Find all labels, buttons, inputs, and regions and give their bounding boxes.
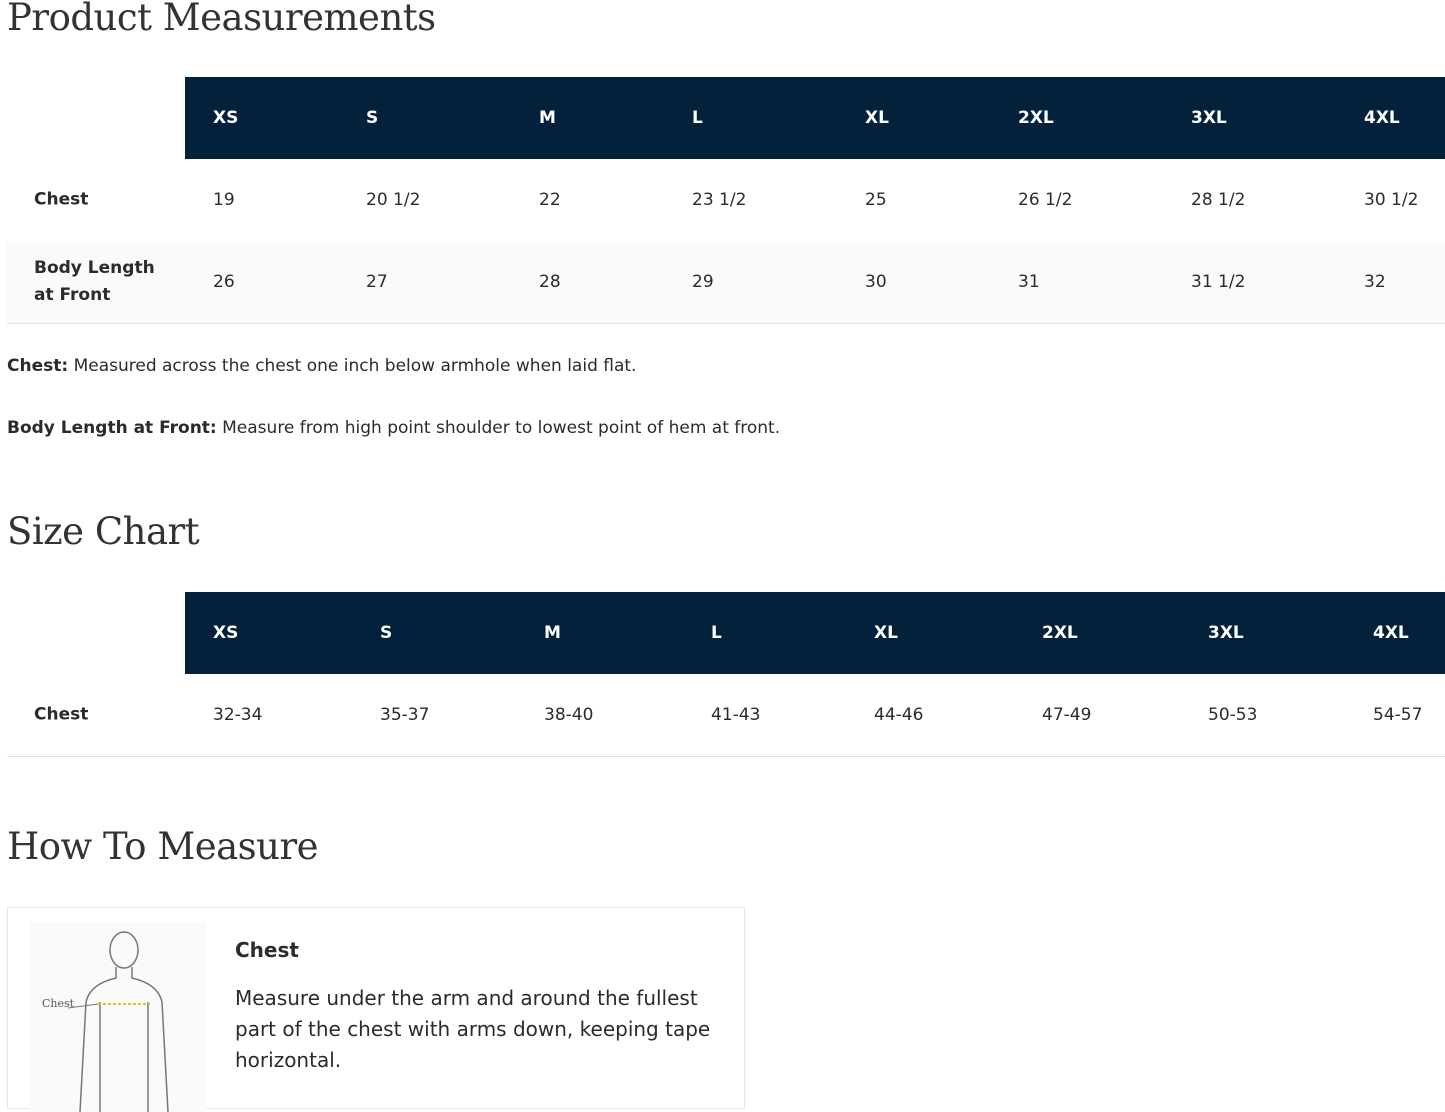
page: Product Measurements Size Chart How To M… [7,0,1445,1112]
table-row: Body Length at Front 26 27 28 29 30 31 31 1/2 32 [7,241,1445,324]
note-term: Body Length at Front: [7,418,217,438]
note: Body Length at Front: Measure from high … [7,418,780,438]
section-title: Product Measurements [7,0,436,39]
table-row: Chest 19 20 1/2 22 23 1/2 25 26 1/2 28 1/2 30 1/… [7,159,1445,242]
table-row: Chest 32-34 35-37 38-40 41-43 44-46 47-49 50-53… [7,674,1445,757]
header-cell: S [380,623,393,643]
cell: 50-53 [1208,705,1258,725]
header-cell: XL [874,623,898,643]
cell: 26 [213,272,235,292]
note-term: Chest: [7,356,69,376]
cell: 28 1/2 [1191,190,1246,210]
header-cell: 2XL [1042,623,1078,643]
cell: 26 1/2 [1018,190,1073,210]
header-cell: 2XL [1018,108,1054,128]
header-cell: M [539,108,556,128]
header-cell: 3XL [1191,108,1227,128]
header-cell: 4XL [1364,108,1400,128]
cell: 30 [865,272,887,292]
cell: 47-49 [1042,705,1092,725]
table-header: XS S M L XL 2XL 3XL 4XL [185,592,1445,674]
cell: 22 [539,190,561,210]
row-label: Chest [34,704,89,725]
figure: Chest [30,922,206,1112]
header-cell: XS [213,623,239,643]
note-text: Measure from high point shoulder to lowe… [222,418,781,438]
header-cell: L [711,623,722,643]
row-label: Body Length at Front [34,258,155,305]
header-cell: M [544,623,561,643]
section-title: Size Chart [7,510,200,553]
cell: 32-34 [213,705,263,725]
header-cell: XL [865,108,889,128]
cell: 38-40 [544,705,594,725]
note: Chest: Measured across the chest one inc… [7,356,636,376]
cell: 44-46 [874,705,924,725]
card-heading: Chest [235,938,299,962]
cell: 27 [366,272,388,292]
section-title: How To Measure [7,825,319,868]
measure-card: Chest Chest Measure under the arm and ar… [7,907,745,1112]
header-cell: L [692,108,703,128]
header-cell: XS [213,108,239,128]
note-text: Measured across the chest one inch below… [73,356,637,376]
figure-label: Chest [42,997,75,1010]
cell: 54-57 [1373,705,1423,725]
table-header: XS S M L XL 2XL 3XL 4XL [185,77,1445,159]
cell: 31 [1018,272,1040,292]
cell: 19 [213,190,235,210]
header-cell: 3XL [1208,623,1244,643]
header-cell: S [366,108,379,128]
cell: 20 1/2 [366,190,421,210]
cell: 41-43 [711,705,761,725]
cell: 25 [865,190,887,210]
row-label: Chest [34,189,89,210]
cell: 35-37 [380,705,430,725]
header-cell: 4XL [1373,623,1409,643]
cell: 30 1/2 [1364,190,1419,210]
cell: 23 1/2 [692,190,747,210]
cell: 31 1/2 [1191,272,1246,292]
cell: 32 [1364,272,1386,292]
cell: 28 [539,272,561,292]
card-text: Measure under the arm and around the ful… [235,986,711,1072]
cell: 29 [692,272,714,292]
